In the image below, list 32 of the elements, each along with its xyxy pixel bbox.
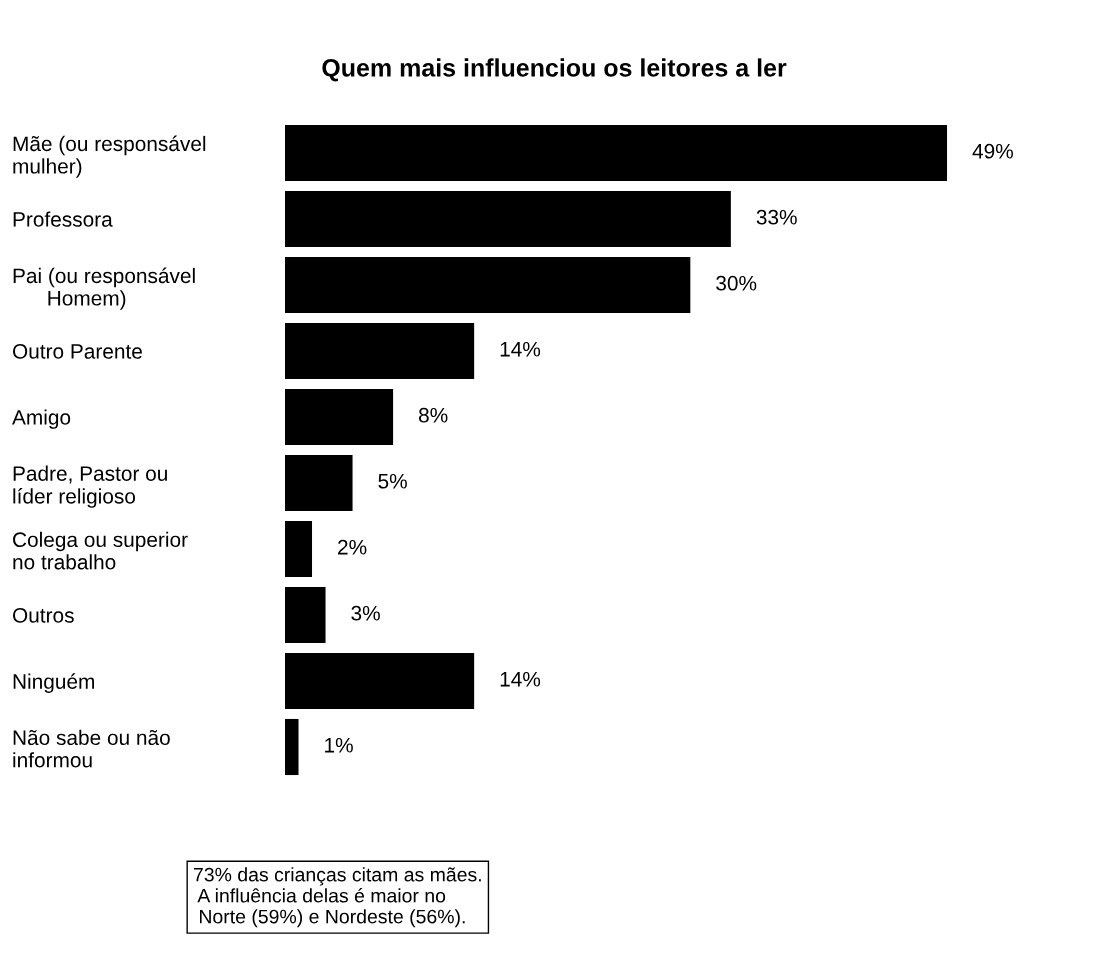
text: 73% das crianças citam as mães. A influência delas é maior no Norte (59%) e Nordeste (56%). (194, 867, 481, 928)
bar (285, 454, 353, 512)
bar (285, 718, 299, 776)
y-tick-label: Pai (ou responsável Homem) (13, 267, 195, 310)
data-label: 14% (500, 671, 541, 687)
data-label: 5% (378, 473, 407, 489)
bar (285, 124, 948, 182)
data-label: 33% (756, 209, 797, 225)
data-label: 49% (972, 143, 1013, 159)
y-tick-label: Amigo (12, 409, 71, 429)
data-label: 2% (338, 539, 367, 555)
y-tick-label: Outros (12, 608, 74, 623)
data-label: 3% (351, 605, 380, 621)
y-tick-label: Professora (13, 211, 113, 227)
data-label: 1% (325, 737, 353, 753)
y-tick-label: Não sabe ou não informou (13, 729, 170, 768)
y-tick-label: Outro Parente (12, 344, 142, 359)
y-tick-label: Colega ou superior no trabalho (13, 531, 188, 570)
bar (285, 652, 475, 710)
bar (285, 256, 691, 314)
y-tick-label: Ninguém (13, 673, 94, 693)
data-label: 30% (716, 275, 757, 291)
bar (285, 520, 313, 578)
bar (285, 586, 326, 644)
y-tick-label: Mãe (ou responsável mulher) (13, 135, 206, 178)
bar (285, 388, 394, 446)
data-label: 14% (500, 341, 541, 357)
bar (285, 190, 731, 248)
data-label: 8% (418, 407, 448, 423)
bar (285, 322, 475, 380)
chart-title: Quem mais influenciou os leitores a ler (322, 58, 787, 82)
y-tick-label: Padre, Pastor ou líder religioso (13, 465, 167, 508)
